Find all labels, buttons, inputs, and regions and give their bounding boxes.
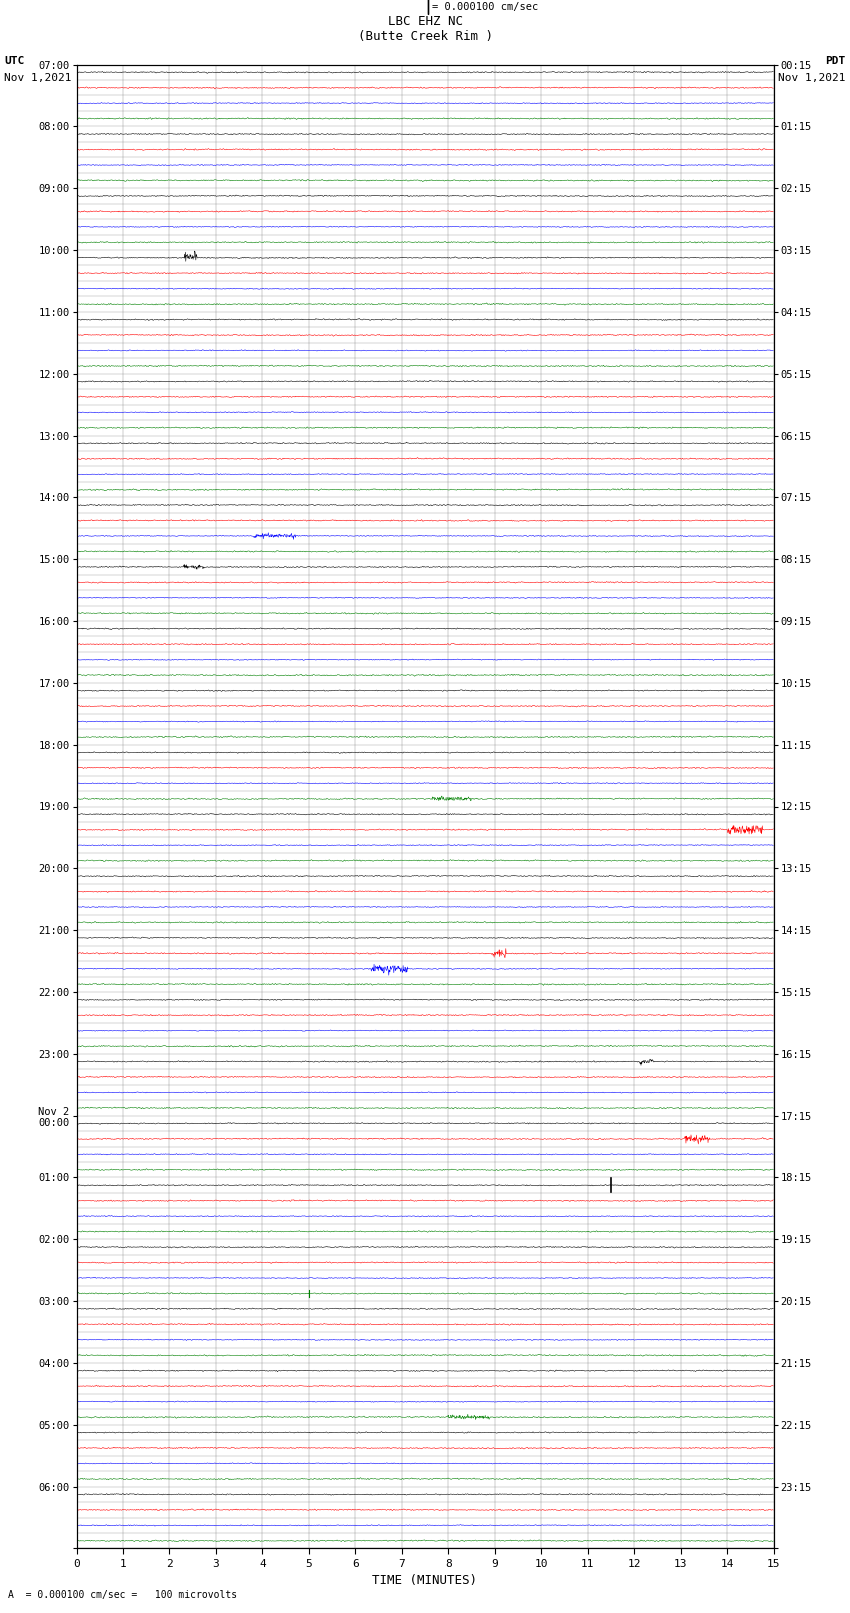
- Title: LBC EHZ NC
(Butte Creek Rim ): LBC EHZ NC (Butte Creek Rim ): [358, 15, 492, 42]
- Text: Nov 1,2021: Nov 1,2021: [779, 73, 846, 82]
- Text: PDT: PDT: [825, 56, 846, 66]
- Text: A  = 0.000100 cm/sec =   100 microvolts: A = 0.000100 cm/sec = 100 microvolts: [8, 1590, 238, 1600]
- Text: Nov 1,2021: Nov 1,2021: [4, 73, 71, 82]
- Text: = 0.000100 cm/sec: = 0.000100 cm/sec: [432, 2, 538, 11]
- X-axis label: TIME (MINUTES): TIME (MINUTES): [372, 1574, 478, 1587]
- Text: UTC: UTC: [4, 56, 25, 66]
